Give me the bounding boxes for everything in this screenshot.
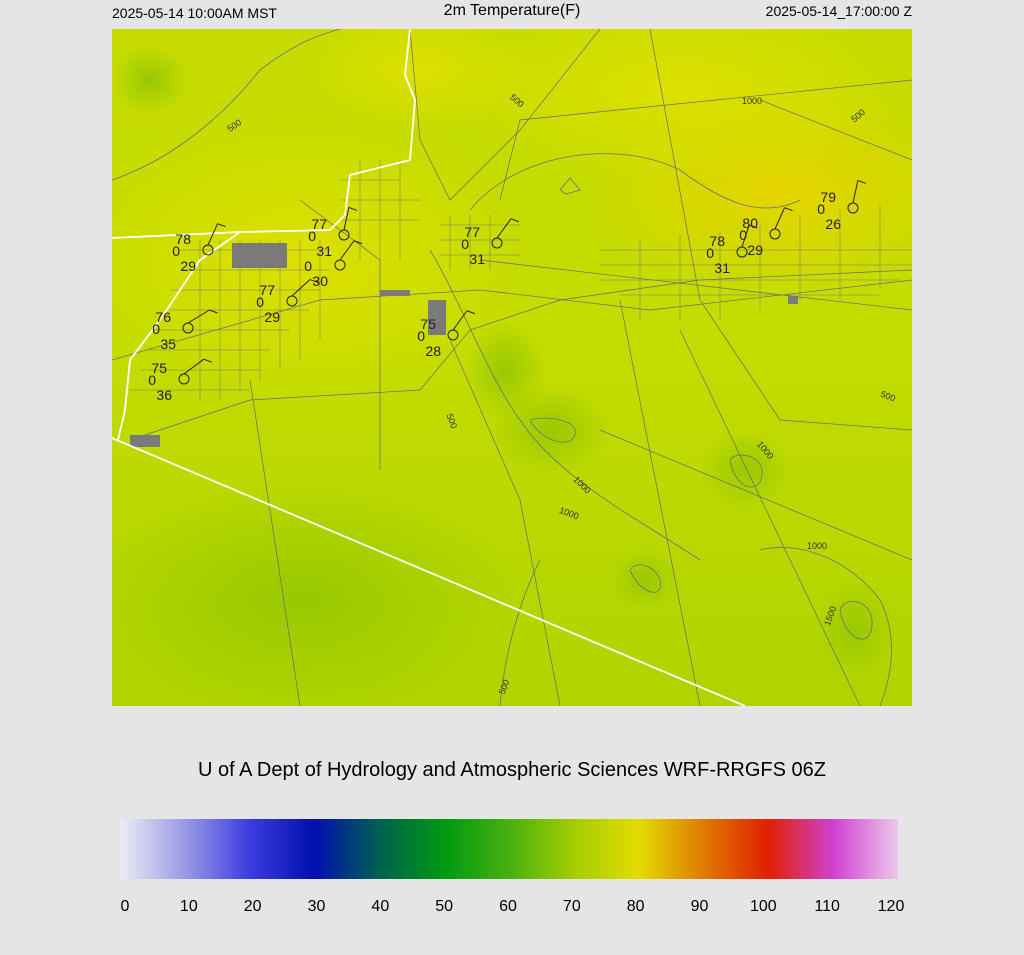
station-temp: 75	[151, 360, 167, 376]
contour-label: 500	[445, 412, 460, 430]
colorbar-tick-label: 50	[435, 898, 453, 915]
station-temp: 77	[259, 282, 275, 298]
wind-barb	[452, 310, 468, 331]
station-dewpoint: 31	[469, 251, 485, 267]
station-value: 0	[172, 243, 180, 259]
colorbar-tick-label: 40	[371, 898, 389, 915]
colorbar-tick-label: 10	[180, 898, 198, 915]
wind-barb	[857, 179, 867, 184]
map: 5005005005005005001000100010001000100015…	[112, 29, 912, 706]
station-temp: 75	[420, 316, 436, 332]
station-value: 0	[461, 236, 469, 252]
wind-barb	[187, 309, 210, 324]
station-dewpoint: 36	[156, 387, 172, 403]
wind-barb	[343, 207, 350, 231]
station-dewpoint: 28	[425, 343, 441, 359]
station-dewpoint: 30	[312, 273, 328, 289]
wind-barb	[183, 358, 205, 375]
colorbar-tick-label: 70	[563, 898, 581, 915]
station-value: 0	[817, 201, 825, 217]
station-temp: 77	[311, 216, 327, 232]
colorbar-tick-label: 80	[627, 898, 645, 915]
station-dewpoint: 35	[160, 336, 176, 352]
wind-barb	[217, 223, 226, 228]
wind-barb	[774, 207, 786, 230]
colorbar-tick-label: 0	[121, 898, 130, 915]
station-value: 0	[304, 258, 312, 274]
wind-barb	[348, 206, 358, 211]
credit: U of A Dept of Hydrology and Atmospheric…	[198, 759, 826, 781]
valid-time-local: 2025-05-14 10:00AM MST	[112, 5, 277, 21]
station-dewpoint: 29	[180, 258, 196, 274]
station-temp: 79	[820, 189, 836, 205]
station-dewpoint: 31	[316, 243, 332, 259]
station-value: 0	[739, 227, 747, 243]
station-value: 0	[706, 245, 714, 261]
station-temp: 80	[742, 215, 758, 231]
station-value: 0	[308, 228, 316, 244]
colorbar-tick-label: 30	[308, 898, 326, 915]
station-temp: 78	[709, 233, 725, 249]
station-temp: 77	[464, 224, 480, 240]
contour-label: 500	[497, 678, 512, 696]
station-dewpoint: 29	[747, 242, 763, 258]
station-value: 0	[417, 328, 425, 344]
colorbar-tick-label: 120	[878, 898, 905, 915]
colorbar	[120, 819, 898, 879]
wind-barb	[510, 218, 520, 223]
wind-barb	[209, 309, 218, 314]
station-dewpoint: 26	[825, 216, 841, 232]
colorbar-tick-label: 110	[814, 898, 840, 915]
station-value: 0	[152, 321, 160, 337]
wind-barb	[749, 224, 758, 229]
wind-barb	[496, 218, 512, 239]
station-temp: 76	[155, 309, 171, 325]
wind-barb	[203, 358, 212, 363]
contour-label: 500	[879, 389, 897, 404]
colorbar-tick-label: 90	[691, 898, 709, 915]
contour-label: 1000	[742, 96, 762, 106]
wind-barb	[784, 207, 793, 212]
station-value: 0	[256, 294, 264, 310]
wind-barb	[466, 310, 476, 315]
wind-barb	[852, 180, 859, 204]
contour-label: 1000	[807, 541, 827, 551]
wind-barb	[741, 224, 750, 248]
valid-time-utc: 2025-05-14_17:00:00 Z	[766, 3, 913, 19]
station-value: 0	[148, 372, 156, 388]
colorbar-tick-label: 20	[244, 898, 262, 915]
map-title: 2m Temperature(F)	[444, 2, 581, 19]
colorbar-tick-label: 100	[750, 898, 777, 915]
wind-barb	[291, 279, 311, 297]
wind-barb	[309, 279, 319, 284]
station-dewpoint: 29	[264, 309, 280, 325]
colorbar-tick-label: 60	[499, 898, 517, 915]
wind-barb	[353, 240, 363, 245]
wind-barb	[207, 223, 219, 246]
wind-barb	[339, 240, 355, 261]
station-dewpoint: 31	[714, 260, 730, 276]
station-temp: 78	[175, 231, 191, 247]
